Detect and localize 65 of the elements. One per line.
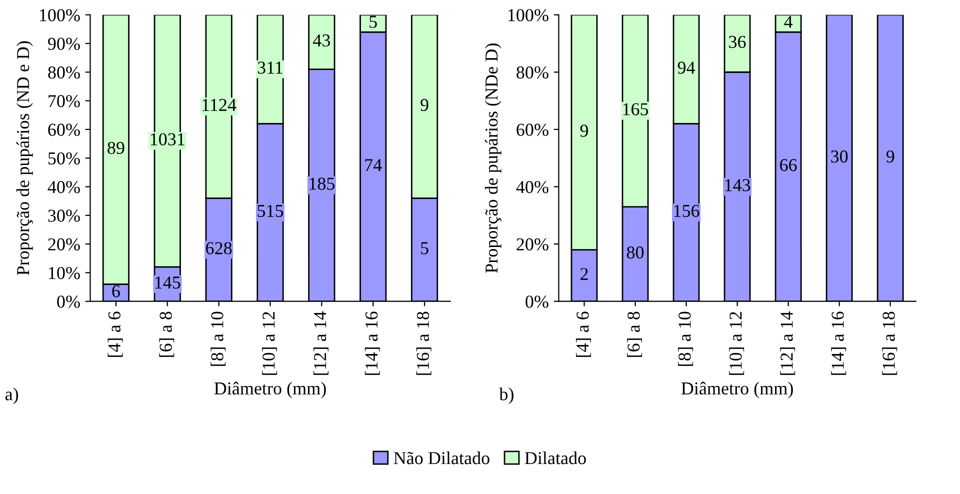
x-tick-label: [4] a 6	[576, 312, 591, 357]
annotation: 30	[831, 150, 848, 163]
y-tick-label: 100%	[508, 9, 548, 22]
y-tick-label: 100%	[40, 9, 80, 22]
x-tick-label: [16] a 18	[416, 312, 432, 375]
x-tick-label: [14] a 16	[831, 312, 846, 375]
y-tick-label: 40%	[48, 180, 80, 194]
y-tick-label: 90%	[48, 38, 80, 50]
annotation: 165	[623, 103, 648, 116]
text: b)	[499, 388, 514, 404]
annotation: 145	[155, 276, 180, 289]
y-tick-label: 0%	[57, 296, 80, 308]
x-tick-label: [12] a 14	[313, 311, 328, 375]
y-tick-label: 60%	[48, 124, 80, 136]
y-tick-label: 80%	[48, 66, 80, 79]
y-axis-title: Proporção de pupários (ND e D)	[16, 41, 33, 276]
x-tick-label: [10] a 12	[729, 312, 744, 375]
annotation: 36	[729, 36, 746, 48]
annotation: 9	[580, 124, 588, 137]
legend-label: Não Dilatado	[394, 451, 490, 464]
x-tick-label: [6] a 8	[159, 312, 174, 357]
y-tick-label: 30%	[48, 210, 80, 222]
x-tick-label: [14] a 16	[364, 312, 380, 375]
annotation: 9	[886, 150, 894, 163]
annotation: 9	[420, 98, 428, 112]
annotation: 4	[784, 16, 793, 28]
annotation: 5	[370, 16, 377, 28]
annotation: 43	[312, 34, 330, 47]
annotation: 94	[678, 62, 696, 74]
y-tick-label: 10%	[49, 266, 80, 280]
annotation: 89	[108, 142, 124, 154]
y-tick-label: 0%	[526, 296, 548, 308]
annotation: 74	[365, 159, 382, 172]
legend-label: Dilatado	[524, 451, 586, 464]
annotation: 515	[258, 204, 284, 218]
x-axis-title: Diâmetro (mm)	[214, 382, 326, 398]
annotation: 6	[112, 285, 120, 298]
x-tick-label: [10] a 12	[262, 312, 277, 375]
x-tick-label: [16] a 18	[882, 312, 898, 375]
annotation: 2	[580, 268, 588, 280]
text: a)	[5, 388, 18, 404]
annotation: 5	[421, 242, 428, 254]
annotation: 143	[725, 179, 750, 192]
x-axis-title: Diâmetro (mm)	[681, 382, 793, 398]
annotation: 66	[780, 159, 797, 172]
y-tick-label: 40%	[516, 180, 548, 194]
annotation: 80	[626, 246, 644, 259]
x-tick-label: [8] a 10	[210, 312, 226, 366]
y-tick-label: 80%	[516, 66, 548, 79]
y-axis-title: Proporção de pupários (NDe D)	[484, 44, 502, 273]
x-tick-label: [12] a 14	[780, 311, 796, 375]
y-tick-label: 50%	[48, 152, 80, 165]
annotation: 156	[674, 204, 700, 218]
x-tick-label: [6] a 8	[627, 312, 642, 357]
annotation: 185	[310, 178, 335, 190]
annotation: 311	[258, 62, 282, 74]
x-tick-label: [8] a 10	[678, 312, 694, 366]
y-tick-label: 20%	[516, 238, 548, 251]
annotation: 1124	[202, 98, 236, 111]
annotation: 628	[206, 242, 232, 254]
y-tick-label: 70%	[48, 95, 80, 108]
y-tick-label: 60%	[516, 124, 548, 136]
annotation: 1031	[150, 133, 184, 146]
x-tick-label: [4] a 6	[108, 312, 123, 357]
y-tick-label: 20%	[48, 238, 80, 251]
